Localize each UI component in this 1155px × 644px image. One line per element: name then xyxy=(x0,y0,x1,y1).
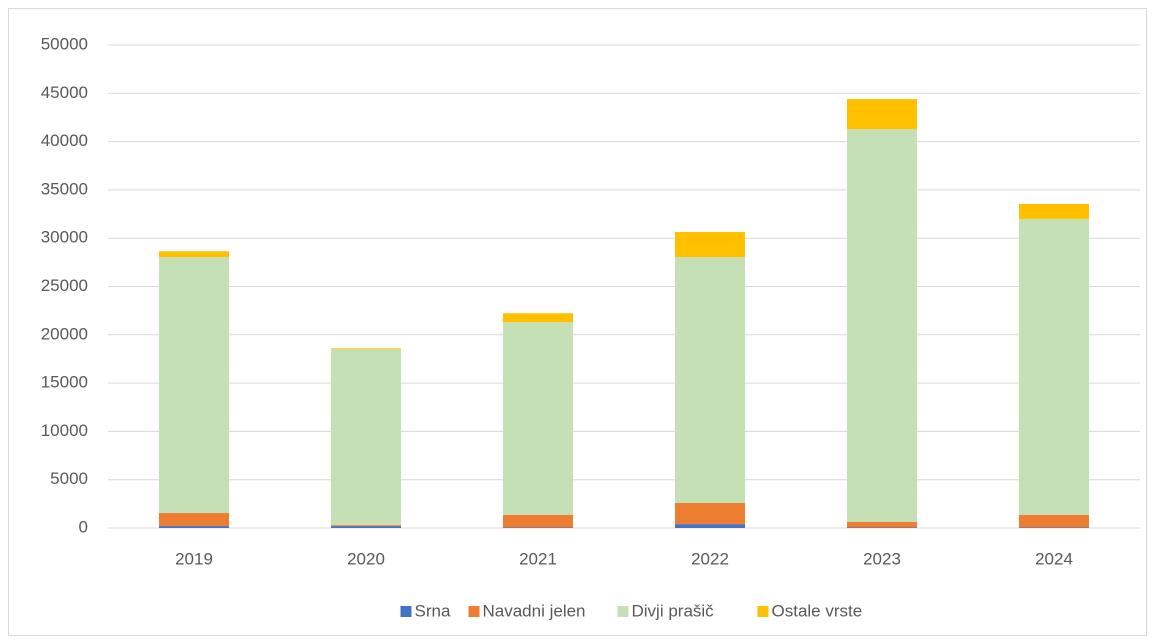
y-tick-label: 35000 xyxy=(41,179,88,198)
legend-label: Divji prašič xyxy=(632,601,715,620)
legend-label: Ostale vrste xyxy=(772,601,863,620)
bar-segment xyxy=(675,524,745,528)
y-tick-label: 10000 xyxy=(41,421,88,440)
bar-segment xyxy=(675,232,745,258)
bar-segment xyxy=(159,513,229,527)
bar-segment xyxy=(331,525,401,527)
bar-segment xyxy=(503,514,573,528)
y-tick-label: 30000 xyxy=(41,228,88,247)
y-tick-label: 25000 xyxy=(41,276,88,295)
bar-segment xyxy=(331,348,401,350)
bar-segment xyxy=(159,251,229,258)
bar-segment xyxy=(847,522,917,528)
x-tick-label: 2022 xyxy=(691,549,729,568)
x-tick-label: 2021 xyxy=(519,549,557,568)
x-tick-label: 2020 xyxy=(347,549,385,568)
x-tick-label: 2019 xyxy=(175,549,213,568)
legend-swatch xyxy=(400,606,412,617)
legend-label: Navadni jelen xyxy=(483,601,586,620)
x-tick-label: 2024 xyxy=(1035,549,1073,568)
y-tick-label: 15000 xyxy=(41,373,88,392)
bar-segment xyxy=(331,349,401,526)
y-tick-label: 40000 xyxy=(41,131,88,150)
y-tick-label: 0 xyxy=(79,517,88,536)
bar-segment xyxy=(159,257,229,514)
bar-segment xyxy=(675,257,745,503)
bar-segment xyxy=(1019,218,1089,515)
y-tick-label: 20000 xyxy=(41,324,88,343)
bar-segment xyxy=(847,129,917,523)
legend-label: Srna xyxy=(415,601,451,620)
y-tick-label: 50000 xyxy=(41,34,88,53)
x-tick-label: 2023 xyxy=(863,549,901,568)
bar-segment xyxy=(331,526,401,528)
bar-segment xyxy=(503,313,573,323)
bar-segment xyxy=(503,322,573,515)
bar-segment xyxy=(847,99,917,130)
bar-segment xyxy=(1019,514,1089,528)
legend-swatch xyxy=(757,606,769,617)
legend-swatch xyxy=(468,606,480,617)
bar-segment xyxy=(1019,203,1089,219)
y-tick-label: 45000 xyxy=(41,83,88,102)
bar-segment xyxy=(159,526,229,528)
legend-swatch xyxy=(617,606,629,617)
y-tick-label: 5000 xyxy=(50,469,88,488)
bar-segment xyxy=(675,502,745,525)
